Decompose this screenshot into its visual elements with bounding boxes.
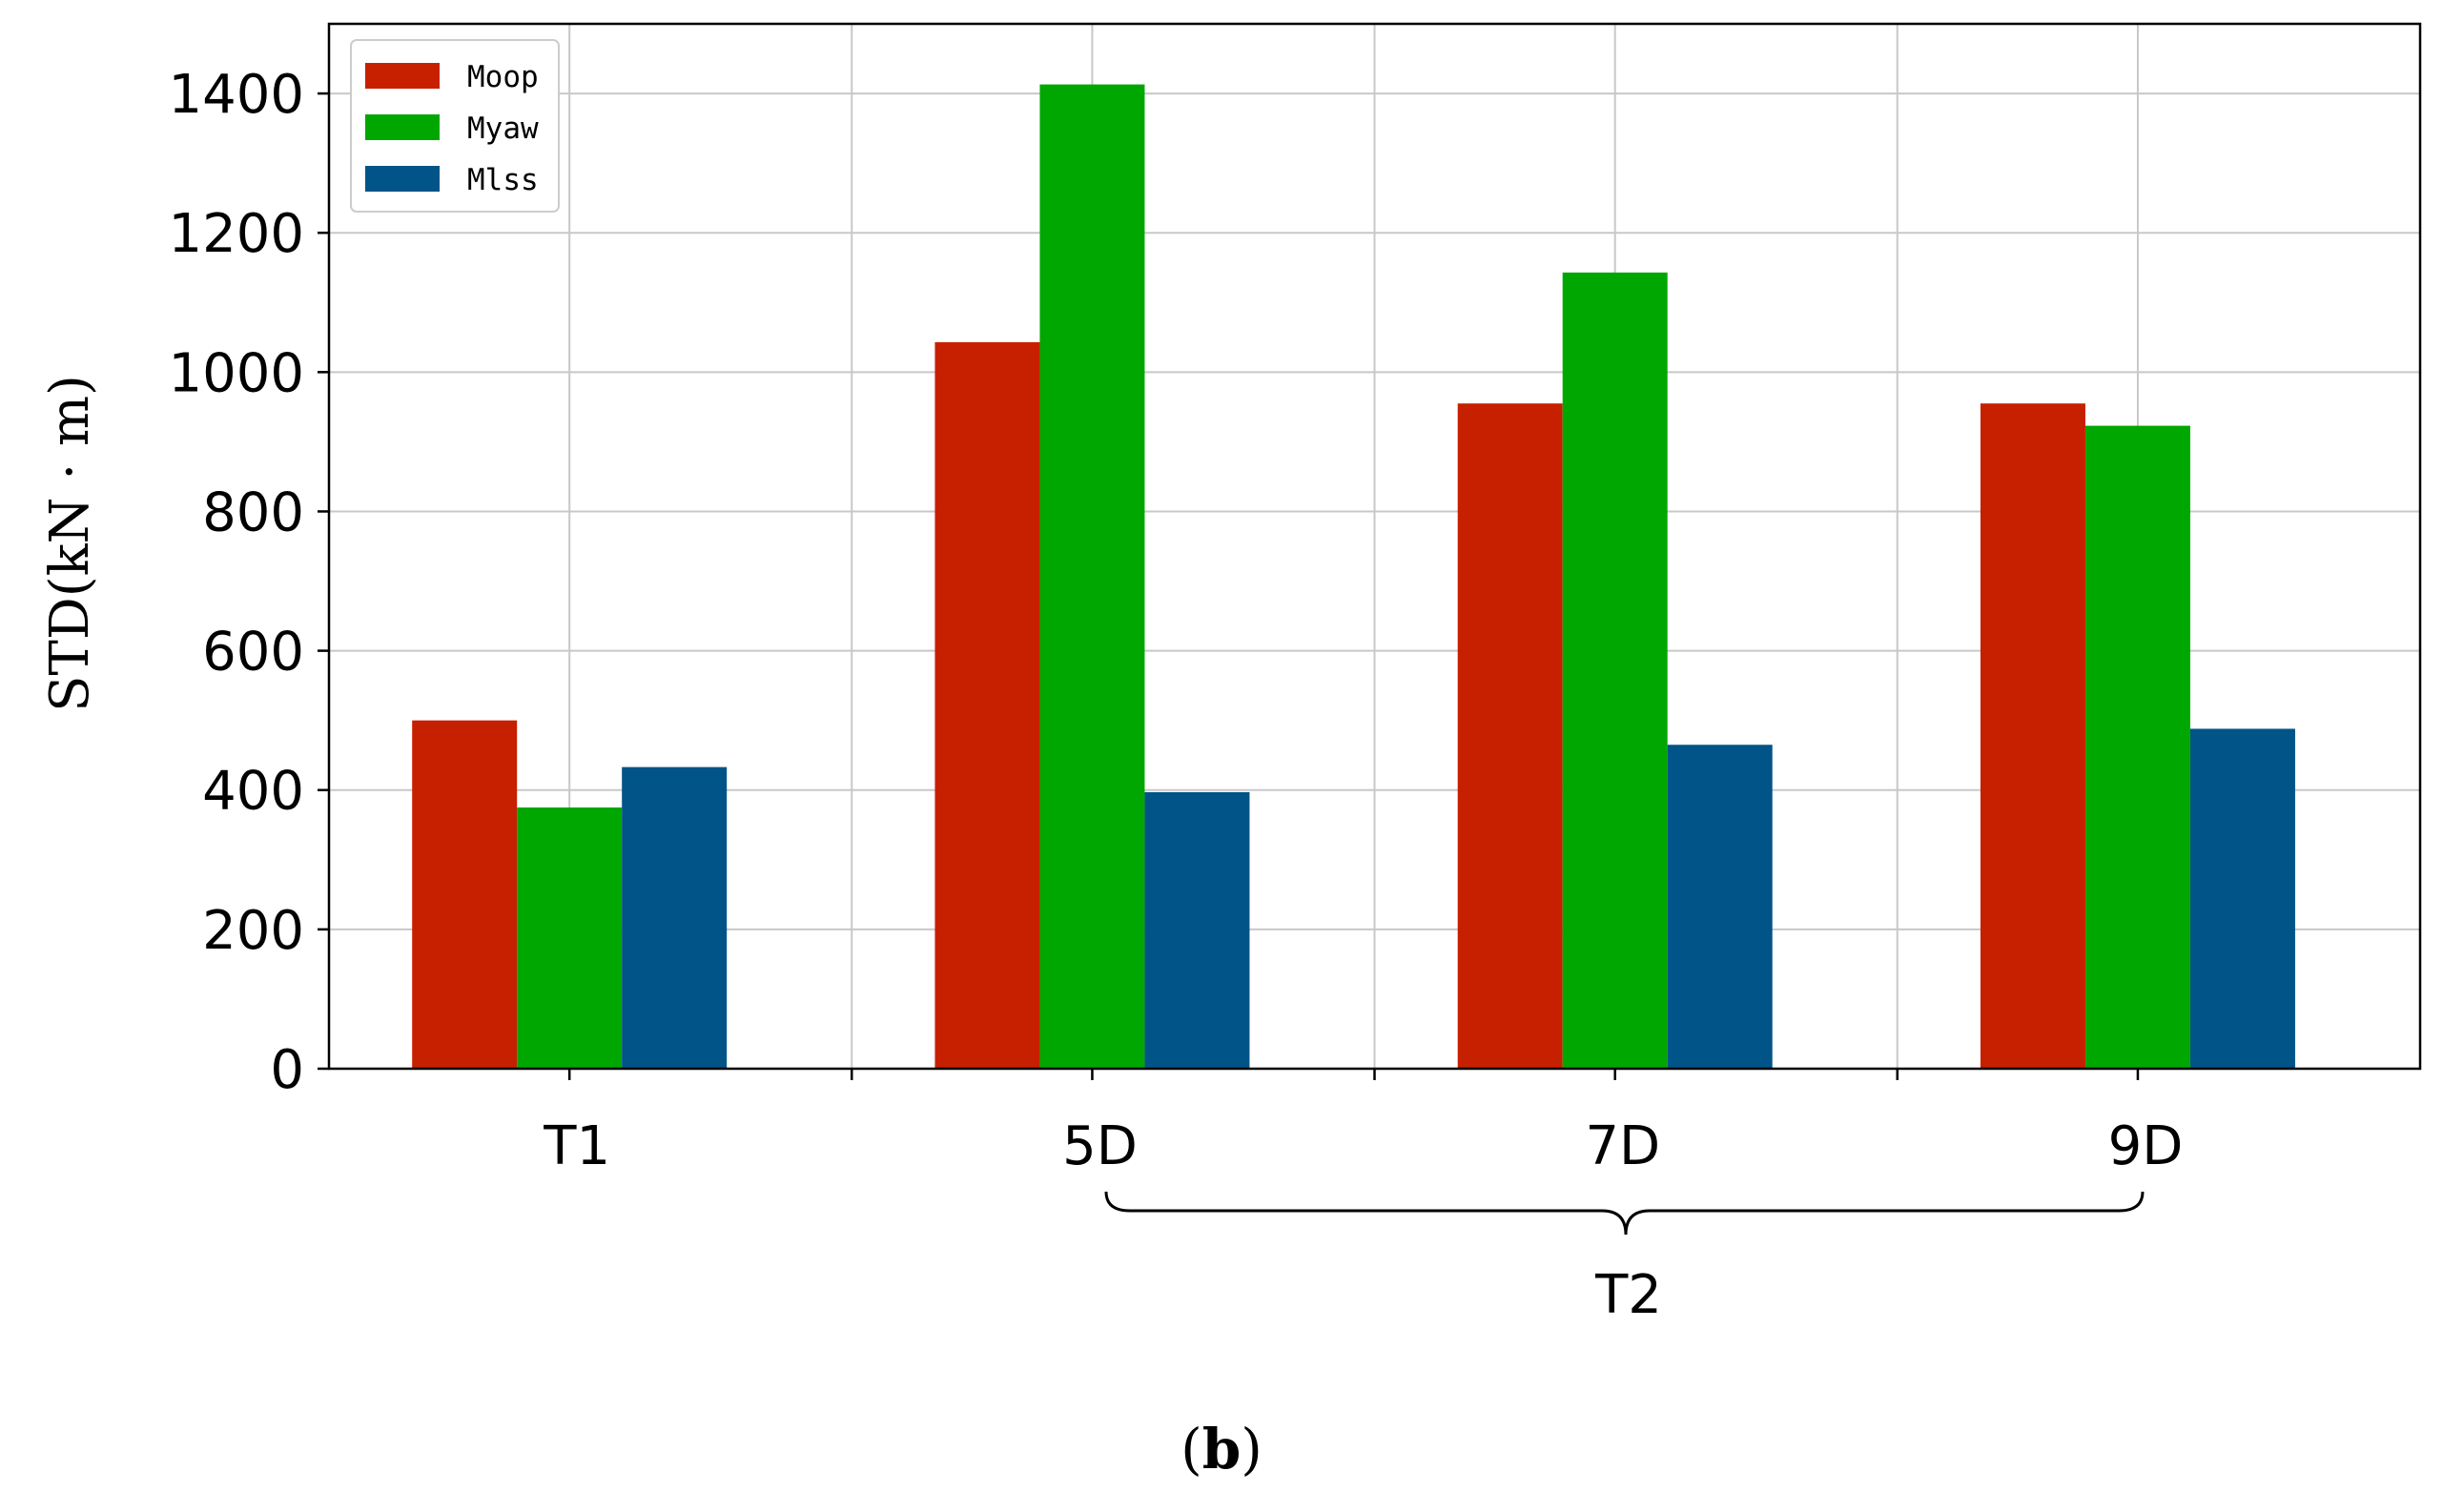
group-brace (1104, 1191, 2145, 1236)
bar-moop-5d (934, 341, 1040, 1069)
group-label-t2: T2 (1594, 1264, 1662, 1326)
x-tick-label: 5D (1062, 1115, 1138, 1177)
bar-moop-t1 (412, 720, 518, 1069)
caption-letter: b (1202, 1417, 1242, 1481)
legend-swatch-myaw (365, 114, 440, 140)
legend-swatch-mlss (365, 166, 440, 192)
y-tick-label: 1200 (168, 203, 304, 265)
bar-myaw-5d (1039, 84, 1145, 1070)
y-tick-label: 400 (202, 761, 304, 823)
bar-moop-7d (1457, 403, 1563, 1069)
y-tick-label: 200 (202, 900, 304, 962)
x-tick-labels: T1 5D 7D 9D (543, 1115, 2183, 1177)
legend-label-myaw: Myaw (467, 112, 539, 146)
legend-label-moop: Moop (467, 60, 539, 94)
legend: Moop Myaw Mlss (350, 39, 560, 213)
x-tick-label: 7D (1585, 1115, 1660, 1177)
bar-myaw-9d (2084, 425, 2190, 1069)
bar-moop-9d (1980, 403, 2085, 1069)
ticks (318, 92, 2140, 1080)
figure-caption: (b) (1180, 1417, 1263, 1481)
y-tick-label: 1000 (168, 342, 304, 404)
y-tick-label: 0 (270, 1039, 304, 1101)
bar-myaw-t1 (517, 807, 623, 1069)
y-tick-labels: 0 200 400 600 800 1000 1200 1400 (168, 64, 304, 1101)
bar-mlss-t1 (622, 766, 728, 1069)
legend-swatch-moop (365, 63, 440, 89)
caption-close-paren: ) (1241, 1417, 1263, 1481)
bar-myaw-7d (1562, 272, 1668, 1069)
y-axis-label: STD(kN · m) (39, 375, 101, 712)
y-tick-label: 600 (202, 622, 304, 684)
y-tick-label: 800 (202, 481, 304, 543)
x-tick-label: 9D (2108, 1115, 2184, 1177)
bar-mlss-9d (2189, 728, 2295, 1069)
legend-label-mlss: Mlss (467, 163, 539, 197)
bar-mlss-5d (1144, 791, 1250, 1069)
bars (412, 84, 2295, 1070)
y-tick-label: 1400 (168, 64, 304, 126)
caption-open-paren: ( (1180, 1417, 1202, 1481)
bar-mlss-7d (1667, 745, 1773, 1069)
x-tick-label: T1 (543, 1115, 610, 1177)
